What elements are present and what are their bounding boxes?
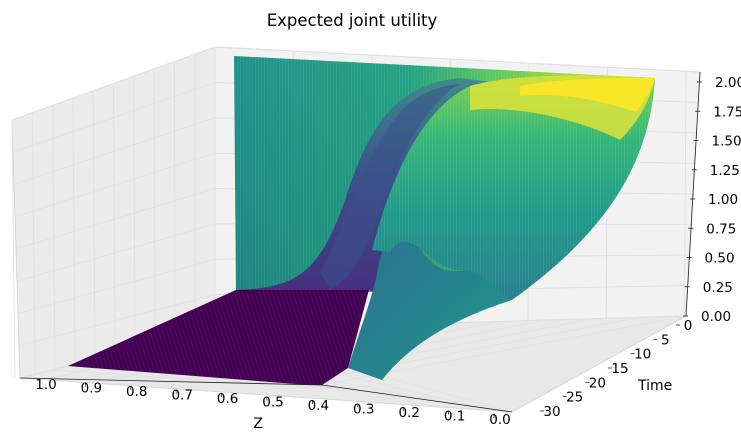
time-tick-label: 25: [566, 390, 583, 406]
time-tick-label: 5: [661, 332, 670, 348]
x-tick-label: 0.1: [444, 409, 465, 425]
x-tick-label: 0.2: [398, 405, 419, 421]
chart-title: Expected joint utility: [267, 11, 438, 30]
utility-tick-label: 1.25: [710, 163, 740, 179]
x-tick-label: 0.9: [81, 381, 102, 397]
utility-tick-label: 0.75: [706, 221, 736, 237]
time-tick-label: 30: [543, 404, 560, 420]
utility-tick-label: 1.50: [712, 134, 741, 150]
utility-tick-label: 0.25: [703, 280, 733, 296]
utility-tick-label: 1.75: [713, 104, 741, 120]
x-tick-label: 0.7: [171, 388, 192, 404]
utility-tick-label: 2.00: [715, 75, 741, 91]
x-tick-label: 0.8: [126, 384, 147, 400]
x-tick-label: 0.0: [489, 412, 510, 428]
utility-tick-label: 0.50: [705, 251, 735, 267]
x-tick-label: 0.4: [308, 398, 329, 414]
time-tick-label: 10: [634, 347, 651, 363]
time-tick-label: 0: [684, 318, 693, 334]
time-tick-label: 20: [589, 375, 606, 391]
x-tick-label: 0.5: [262, 395, 283, 411]
time-tick-label: 15: [611, 361, 628, 377]
x-tick-label: 0.3: [353, 402, 374, 418]
x-tick-label: 1.0: [35, 377, 56, 393]
x-axis-label: Z: [253, 416, 263, 430]
utility-tick-label: 1.00: [708, 192, 738, 208]
utility-tick-label: 0.00: [701, 309, 731, 325]
y-axis-label: Time: [637, 378, 672, 394]
x-tick-label: 0.6: [217, 391, 238, 407]
